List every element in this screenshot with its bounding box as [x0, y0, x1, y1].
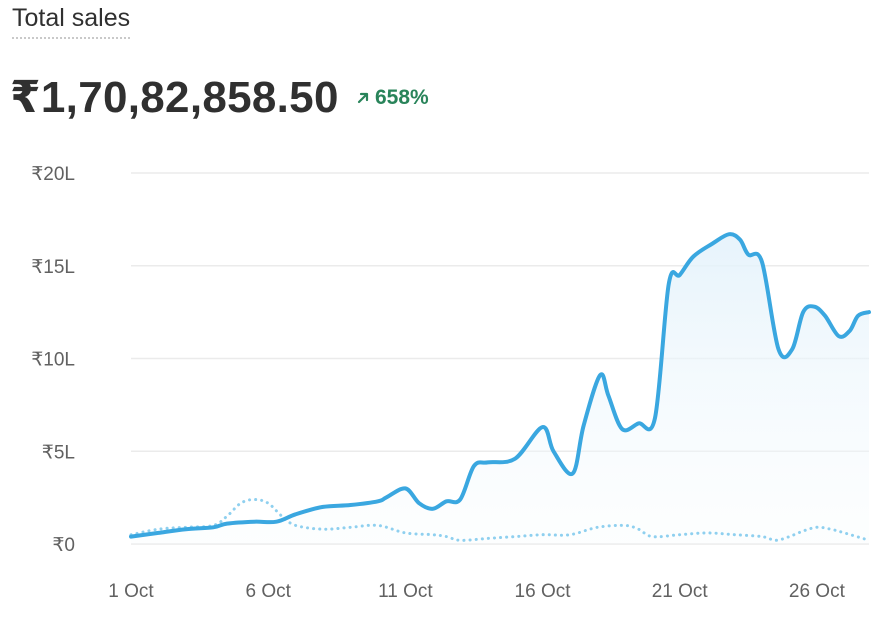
y-tick-label: ₹15L	[31, 257, 75, 278]
x-axis-labels: 1 Oct 6 Oct 11 Oct 16 Oct 21 Oct 26 Oct	[108, 581, 845, 602]
y-tick-label: ₹0	[52, 535, 75, 556]
area-layer	[131, 234, 869, 545]
change-percent: 658%	[375, 86, 429, 109]
series-layer	[129, 232, 871, 542]
y-axis-labels: ₹0 ₹5L ₹10L ₹15L ₹20L	[31, 164, 75, 556]
comparison-series-line[interactable]	[129, 497, 871, 542]
change-badge: 658%	[356, 86, 429, 110]
series-area	[131, 234, 869, 545]
x-tick-label: 1 Oct	[108, 581, 154, 602]
y-tick-label: ₹20L	[31, 164, 75, 185]
total-sales-value: ₹1,70,82,858.50	[10, 73, 339, 122]
y-tick-label: ₹5L	[42, 442, 75, 463]
arrow-up-right-icon	[357, 92, 369, 104]
y-tick-label: ₹10L	[31, 350, 75, 371]
primary-series-line[interactable]	[129, 232, 871, 539]
x-tick-label: 21 Oct	[652, 581, 709, 602]
sales-line-chart[interactable]: ₹0 ₹5L ₹10L ₹15L ₹20L 1 Oct 6 Oct 11 Oct 16 Oct…	[0, 140, 884, 637]
chart-title[interactable]: Total sales	[12, 4, 131, 39]
x-tick-label: 11 Oct	[378, 581, 433, 602]
x-tick-label: 26 Oct	[789, 581, 846, 602]
x-tick-label: 6 Oct	[245, 581, 291, 602]
x-tick-label: 16 Oct	[515, 581, 572, 602]
